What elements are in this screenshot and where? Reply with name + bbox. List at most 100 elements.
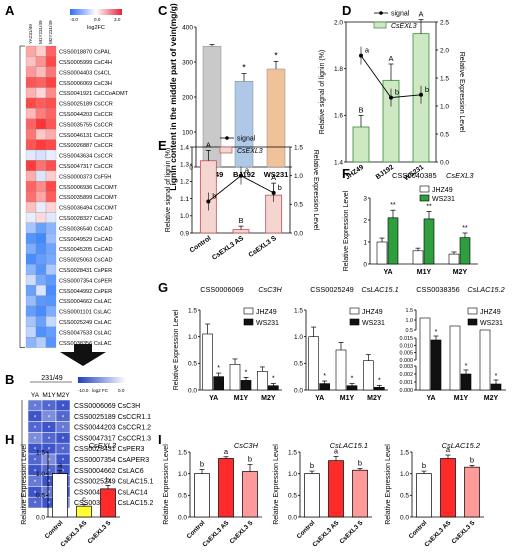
significance-star: * bbox=[34, 415, 37, 421]
y-tick-label: 1.5 bbox=[294, 307, 303, 314]
legend-label: WS231 bbox=[256, 320, 279, 327]
y-axis-title: Relative Expression Level bbox=[343, 190, 350, 271]
y2-tick-label: 1.5 bbox=[294, 144, 303, 151]
heatmap-cell bbox=[45, 108, 57, 119]
y-tick-label: 1.5 bbox=[178, 449, 187, 456]
bar-letter: A bbox=[206, 140, 211, 149]
heatmap-cell bbox=[35, 233, 47, 244]
heatmap-cell bbox=[35, 160, 47, 171]
bar bbox=[76, 505, 92, 518]
heatmap-cell bbox=[45, 129, 57, 140]
heatmap-cell bbox=[45, 87, 57, 99]
heatmap-cell bbox=[45, 243, 57, 255]
legend-label: WS231 bbox=[362, 320, 385, 327]
bar bbox=[328, 460, 344, 518]
x-tick-label: YA bbox=[209, 395, 218, 402]
heatmap-cell bbox=[35, 45, 47, 57]
y-tick-label: 1 bbox=[363, 239, 367, 246]
bar bbox=[352, 126, 370, 163]
y-axis-title: Relative Expression Level bbox=[173, 309, 180, 390]
y-tick-label: 1.8 bbox=[334, 66, 343, 73]
bar bbox=[490, 383, 502, 391]
legend-swatch bbox=[243, 307, 254, 315]
heatmap-b-legend-bar bbox=[78, 377, 126, 383]
y-tick-label: 0.5 bbox=[294, 361, 303, 368]
bar-letter: b bbox=[200, 459, 204, 468]
heatmap-row-label: CSS0047533 CsLAC bbox=[59, 330, 112, 336]
x-tick-label: Control bbox=[296, 519, 317, 540]
significance-star: * bbox=[62, 426, 65, 432]
heatmap-cell bbox=[25, 243, 37, 255]
legend-label: signal bbox=[391, 11, 410, 18]
significance-star: * bbox=[48, 415, 51, 421]
heatmap-row-label: CSS0041921 CsCCoAOMT bbox=[59, 91, 129, 97]
bar bbox=[460, 373, 472, 391]
heatmap-cell bbox=[35, 149, 47, 161]
y2-tick-label: 0.5 bbox=[440, 131, 449, 138]
y-tick-label: 0.0 bbox=[36, 514, 45, 521]
signal-letter: b bbox=[278, 183, 282, 192]
bar-letter: a bbox=[334, 446, 339, 455]
heatmap-cell bbox=[25, 264, 37, 275]
panel-letter-C: C bbox=[158, 3, 168, 18]
significance-star: * bbox=[62, 415, 65, 421]
heatmap-row-label: CSS0005999 CsC4H bbox=[59, 60, 112, 66]
heatmap-cell bbox=[45, 160, 57, 171]
y-tick-label: 300 bbox=[182, 59, 193, 66]
bar bbox=[374, 387, 385, 391]
bar bbox=[266, 68, 286, 168]
bar-letter: A bbox=[388, 54, 393, 63]
heatmap-b-row-label: CSS0044203 CsCCR1.2 bbox=[74, 425, 151, 432]
chart-title-gene: CsC3H bbox=[258, 285, 282, 294]
significance-star: * bbox=[435, 329, 438, 336]
bar bbox=[257, 371, 268, 391]
y-tick-label: 1.0 bbox=[188, 334, 197, 341]
heatmap-b-row-label: CSS0006069 CsC3H bbox=[74, 403, 140, 410]
heatmap-row-label: CSS0025189 CsCCR bbox=[59, 102, 113, 108]
y-tick-label: 1.4 bbox=[334, 159, 343, 166]
bar bbox=[448, 253, 460, 265]
bar-letter: A bbox=[271, 173, 276, 182]
heatmap-b-col-label: M2Y bbox=[56, 392, 70, 399]
significance-star: ** bbox=[390, 202, 396, 209]
bar-letter: b bbox=[358, 458, 362, 467]
heatmap-row-label: CSS0004403 Cs4CL bbox=[59, 70, 111, 76]
bar bbox=[304, 473, 320, 518]
bar bbox=[352, 469, 368, 518]
panel-letter-F: F bbox=[342, 166, 350, 181]
bar bbox=[459, 237, 471, 265]
y-tick-label: 400 bbox=[182, 24, 193, 31]
y-tick-label: 0.003 bbox=[400, 364, 414, 370]
legend-swatch bbox=[349, 318, 360, 326]
heatmap-cell bbox=[45, 66, 57, 78]
y-tick-label: 0.5 bbox=[288, 493, 297, 500]
heatmap-cell bbox=[45, 56, 57, 67]
chart-title-gene: CsLAC15.1 bbox=[330, 441, 368, 450]
legend-label: signal bbox=[237, 136, 256, 143]
significance-star: * bbox=[62, 437, 65, 443]
x-tick-label: CsEXL3 S bbox=[86, 519, 112, 545]
x-tick-label: M1Y bbox=[454, 395, 469, 402]
legend-marker bbox=[225, 136, 229, 140]
chart-title-gene: CsLAC15.2 bbox=[442, 441, 481, 450]
heatmap-cell bbox=[35, 243, 47, 255]
heatmap-cell bbox=[35, 316, 47, 327]
y-tick-label: 1.3 bbox=[180, 162, 189, 169]
x-tick-label: BJ192 bbox=[233, 170, 255, 179]
y-tick-label: 1.0 bbox=[178, 471, 187, 478]
heatmap-row-label: CSS0007354 CsPER bbox=[59, 278, 112, 284]
heatmap-cell bbox=[35, 66, 47, 78]
bar bbox=[100, 488, 116, 518]
bar bbox=[440, 458, 456, 518]
heatmap-cell bbox=[45, 233, 57, 244]
signal-letter: b bbox=[425, 85, 429, 94]
y-tick-label: 0.000 bbox=[400, 388, 414, 394]
bar bbox=[52, 473, 68, 518]
y2-tick-label: 1.0 bbox=[294, 173, 303, 180]
heatmap-row-label: CSS0049529 CsCAD bbox=[59, 237, 112, 243]
heatmap-row-label: CSS0004662 CsLAC bbox=[59, 299, 112, 305]
significance-star: * bbox=[62, 469, 65, 475]
heatmap-row-label: CSS0044992 CsPER bbox=[59, 289, 112, 295]
bar bbox=[240, 380, 252, 391]
x-tick-label: YA bbox=[315, 395, 324, 402]
